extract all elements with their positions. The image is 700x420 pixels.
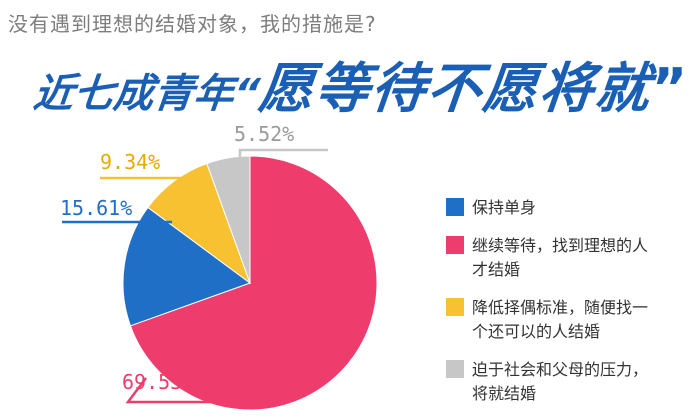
slice-value-label: 69.53% — [122, 370, 194, 394]
legend-item: 降低择偶标准，随便找一 个还可以的人结婚 — [446, 296, 696, 344]
legend-label: 继续等待，找到理想的人 才结婚 — [472, 236, 649, 279]
legend-item: 迫于社会和父母的压力， 将就结婚 — [446, 358, 696, 406]
legend-label: 保持单身 — [472, 198, 537, 217]
leader-line — [125, 377, 245, 404]
legend-swatch — [446, 298, 464, 316]
leader-line — [238, 148, 328, 158]
legend-item: 保持单身 — [446, 196, 696, 220]
legend-item: 继续等待，找到理想的人 才结婚 — [446, 234, 696, 282]
pie-slice — [129, 155, 378, 411]
legend-swatch — [446, 236, 464, 254]
pie-slice — [122, 206, 252, 327]
legend-swatch — [446, 360, 464, 378]
chart-legend: 保持单身继续等待，找到理想的人 才结婚 降低择偶标准，随便找一 个还可以的人结婚迫… — [446, 196, 696, 420]
slice-value-label: 9.34% — [100, 150, 160, 174]
legend-swatch — [446, 198, 464, 216]
legend-label: 迫于社会和父母的压力， 将就结婚 — [472, 360, 649, 403]
slice-value-label: 15.61% — [60, 196, 132, 220]
legend-label: 降低择偶标准，随便找一 个还可以的人结婚 — [472, 298, 649, 341]
headline-close-quote: ” — [651, 57, 688, 120]
headline: 近七成青年“愿等待不愿将就” — [31, 44, 688, 123]
slice-value-label: 5.52% — [234, 122, 294, 146]
pie-slice — [206, 155, 251, 284]
chart-subtitle: 没有遇到理想的结婚对象，我的措施是? — [8, 12, 377, 36]
